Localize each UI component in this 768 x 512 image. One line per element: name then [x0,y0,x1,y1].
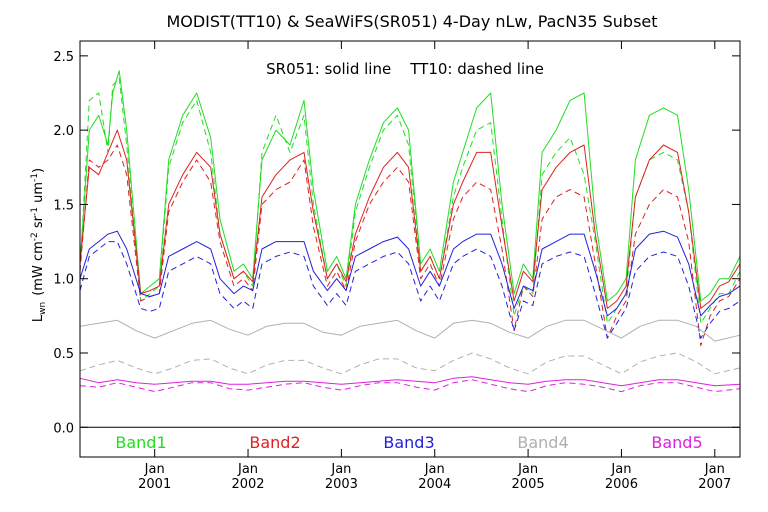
legend-entry-band4: Band4 [517,433,568,452]
series-band1-dashed [79,77,741,324]
x-tick-year: 2003 [325,477,358,492]
series-band3-dashed [79,241,741,339]
x-tick-month: Jan [144,462,165,477]
y-axis-label-subscript: wn [38,302,48,315]
series-band4-dashed [79,352,741,375]
y-tick-label: 1.5 [53,198,74,213]
series-band4-solid [79,319,741,342]
y-tick-label: 0.5 [53,347,74,362]
legend-entry-band5: Band5 [651,433,702,452]
y-axis-label-sup-3: -1 [30,173,40,182]
series-layer [79,70,741,393]
y-axis-label-sup-1: -2 [30,232,40,241]
x-tick-year: 2007 [698,477,731,492]
legend: Band1 Band2 Band3 Band4 Band5 [115,433,702,452]
chart-title: MODIST(TT10) & SeaWiFS(SR051) 4-Day nLw,… [166,12,657,31]
x-tick-year: 2004 [418,477,451,492]
series-band2-solid [79,129,741,309]
series-band3-solid [79,230,741,317]
series-band5-solid [79,376,741,387]
x-tick-year: 2001 [138,477,171,492]
x-tick-month: Jan [237,462,258,477]
y-axis-label: Lwn(mW cm-2 sr-1 um-1) [30,168,48,322]
y-tick-label: 1.0 [53,273,74,288]
legend-entry-band3: Band3 [383,433,434,452]
series-band5-dashed [79,379,741,393]
plot-frame [79,40,741,458]
y-axis-label-um: um [31,182,46,207]
x-tick-month: Jan [704,462,725,477]
y-tick-label: 0.0 [53,421,74,436]
y-axis-label-sr: sr [31,215,46,232]
y-axis-label-units-close: ) [31,168,46,173]
x-tick-month: Jan [517,462,538,477]
y-tick-label: 2.5 [53,50,74,65]
y-axis-label-units-open: (mW cm [31,241,46,296]
y-tick-label: 2.0 [53,124,74,139]
legend-entry-band2: Band2 [249,433,300,452]
x-tick-month: Jan [610,462,631,477]
line-style-annotation: SR051: solid line TT10: dashed line [266,60,544,78]
x-tick-year: 2002 [231,477,264,492]
x-tick-year: 2005 [512,477,545,492]
x-tick-month: Jan [330,462,351,477]
series-band1-solid [79,70,741,302]
y-axis-label-symbol: L [31,314,46,322]
series-band2-dashed [79,144,741,347]
legend-entry-band1: Band1 [115,433,166,452]
x-tick-year: 2006 [605,477,638,492]
x-tick-month: Jan [424,462,445,477]
svg-text:Lwn(mW cm-2 sr-1 um-1): Lwn(mW cm-2 sr-1 um-1) [30,168,48,322]
y-axis-label-sup-2: -1 [30,207,40,216]
axis-ticks: 0.00.51.01.52.02.5Jan2001Jan2002Jan2003J… [53,41,740,492]
